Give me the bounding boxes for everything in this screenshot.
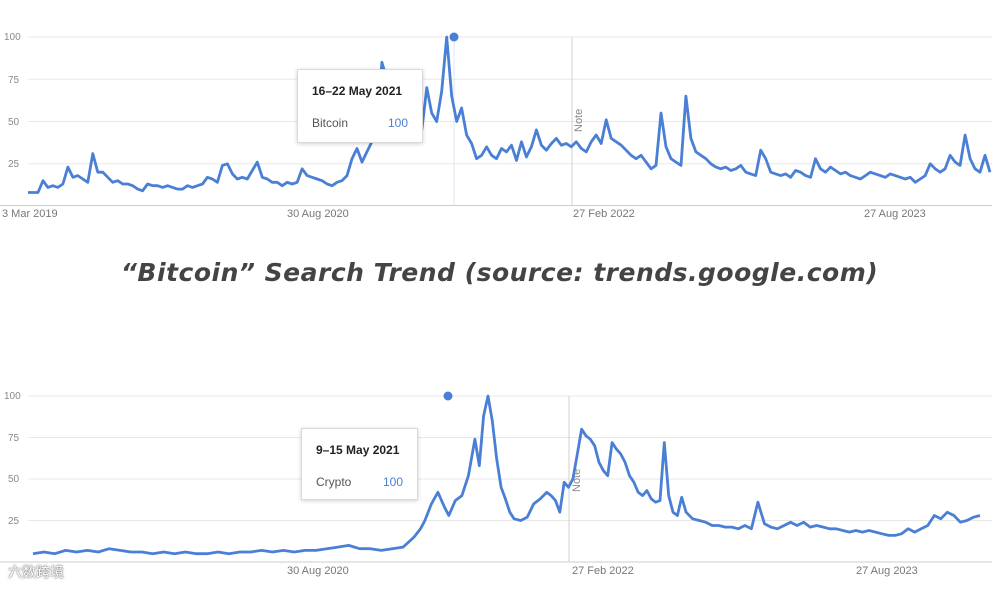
tooltip-date: 16–22 May 2021: [312, 84, 403, 98]
y-tick-label: 25: [8, 159, 20, 170]
y-tick-label: 75: [8, 433, 20, 444]
x-tick-label: 30 Aug 2020: [287, 565, 349, 577]
peak-point-marker[interactable]: [443, 391, 453, 401]
x-tick-label: 27 Aug 2023: [864, 208, 926, 220]
x-tick-label: 30 Aug 2020: [287, 208, 349, 220]
y-tick-label: 50: [8, 474, 20, 485]
x-tick-label: 3 Mar 2019: [2, 208, 58, 220]
tooltip-crypto: 9–15 May 2021 Crypto 100: [301, 428, 418, 500]
peak-point-marker[interactable]: [449, 32, 459, 42]
x-tick-label: 27 Feb 2022: [572, 565, 634, 577]
y-tick-label: 50: [8, 117, 20, 128]
watermark: 六数跨境: [8, 565, 64, 581]
tooltip-bitcoin: 16–22 May 2021 Bitcoin 100: [297, 69, 423, 143]
series-line-bitcoin: [28, 35, 992, 194]
y-tick-label: 100: [4, 391, 21, 402]
x-tick-label: 27 Aug 2023: [856, 565, 918, 577]
note-annotation: Note: [573, 109, 585, 132]
tooltip-series-name: Bitcoin: [312, 116, 349, 130]
x-tick-label: 27 Feb 2022: [573, 208, 635, 220]
y-gridlines: [0, 36, 992, 206]
y-gridlines: [0, 395, 992, 563]
tooltip-date: 9–15 May 2021: [316, 443, 400, 457]
tooltip-value: 100: [383, 475, 404, 489]
crypto-trend-chart: 100 75 50 25 30 Aug 2020 27 Feb 2022 27 …: [0, 391, 992, 577]
y-tick-label: 25: [8, 516, 20, 527]
tooltip-series-name: Crypto: [316, 475, 352, 489]
y-tick-label: 100: [4, 32, 21, 43]
bitcoin-trend-chart: 100 75 50 25 3 Mar 2019 30 Aug 2020 27 F…: [0, 32, 992, 220]
y-tick-label: 75: [8, 75, 20, 86]
tooltip-value: 100: [388, 116, 409, 130]
chart-caption: “Bitcoin” Search Trend (source: trends.g…: [120, 258, 879, 287]
series-line-crypto: [32, 394, 981, 556]
